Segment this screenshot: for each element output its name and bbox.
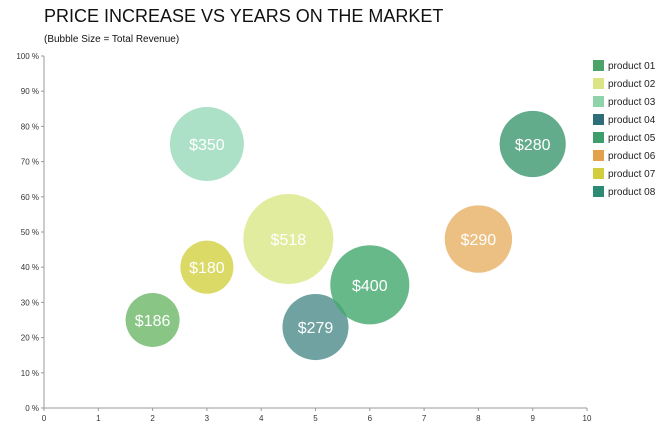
legend-label-8[interactable]: product 08 <box>608 187 656 198</box>
x-tick-label: 9 <box>530 414 535 423</box>
bubble-label-5: $400 <box>352 278 388 295</box>
bubble-label-2: $518 <box>271 232 307 249</box>
legend-swatch-1 <box>593 60 604 71</box>
x-tick-label: 4 <box>259 414 264 423</box>
bubbles: $186 $518 $350 $279 $400 $290 $180 $280 <box>125 107 566 361</box>
legend-swatch-4 <box>593 114 604 125</box>
legend-label-4[interactable]: product 04 <box>608 115 656 126</box>
bubble-6[interactable] <box>444 205 513 273</box>
bubble-7[interactable] <box>180 240 234 294</box>
bubble-label-3: $350 <box>189 137 225 154</box>
y-tick-label: 100 % <box>16 52 39 61</box>
x-tick-label: 2 <box>150 414 155 423</box>
legend-label-3[interactable]: product 03 <box>608 97 656 108</box>
bubble-4[interactable] <box>282 294 349 361</box>
x-tick-label: 5 <box>313 414 318 423</box>
bubble-8[interactable] <box>499 110 566 178</box>
legend-label-2[interactable]: product 02 <box>608 79 656 90</box>
y-tick-label: 60 % <box>21 193 39 202</box>
x-tick-label: 7 <box>422 414 427 423</box>
y-tick-label: 50 % <box>21 228 39 237</box>
legend-swatch-6 <box>593 150 604 161</box>
legend-swatch-2 <box>593 78 604 89</box>
y-tick-label: 80 % <box>21 122 39 131</box>
x-tick-label: 6 <box>368 414 373 423</box>
legend-label-1[interactable]: product 01 <box>608 61 656 72</box>
legend-label-5[interactable]: product 05 <box>608 133 656 144</box>
x-tick-label: 8 <box>476 414 481 423</box>
y-tick-label: 0 % <box>25 404 39 413</box>
legend-swatch-7 <box>593 168 604 179</box>
y-tick-label: 90 % <box>21 87 39 96</box>
bubble-label-1: $186 <box>135 313 171 330</box>
legend: product 01 product 02 product 03 product 04… <box>593 60 656 198</box>
bubble-3[interactable] <box>169 107 244 181</box>
bubble-label-4: $279 <box>298 320 334 337</box>
y-tick-label: 70 % <box>21 158 39 167</box>
y-tick-label: 20 % <box>21 334 39 343</box>
legend-swatch-5 <box>593 132 604 143</box>
y-tick-label: 30 % <box>21 298 39 307</box>
bubble-label-6: $290 <box>461 232 497 249</box>
y-tick-label: 10 % <box>21 369 39 378</box>
x-tick-label: 10 <box>583 414 592 423</box>
legend-swatch-8 <box>593 186 604 197</box>
x-tick-label: 1 <box>96 414 101 423</box>
chart-subtitle: (Bubble Size = Total Revenue) <box>44 34 179 45</box>
bubble-5[interactable] <box>330 245 410 325</box>
bubble-1[interactable] <box>125 293 180 347</box>
legend-label-7[interactable]: product 07 <box>608 169 656 180</box>
bubble-label-8: $280 <box>515 137 551 154</box>
legend-label-6[interactable]: product 06 <box>608 151 656 162</box>
x-tick-label: 0 <box>42 414 47 423</box>
axes: 0 % 10 % 20 % 30 % 40 % 50 % 60 % 70 % 80 % 90 % 1… <box>16 52 592 423</box>
chart-title: PRICE INCREASE VS YEARS ON THE MARKET <box>44 6 443 26</box>
bubble-label-7: $180 <box>189 260 225 277</box>
y-tick-label: 40 % <box>21 263 39 272</box>
legend-swatch-3 <box>593 96 604 107</box>
bubble-2[interactable] <box>243 194 334 285</box>
x-tick-label: 3 <box>205 414 210 423</box>
